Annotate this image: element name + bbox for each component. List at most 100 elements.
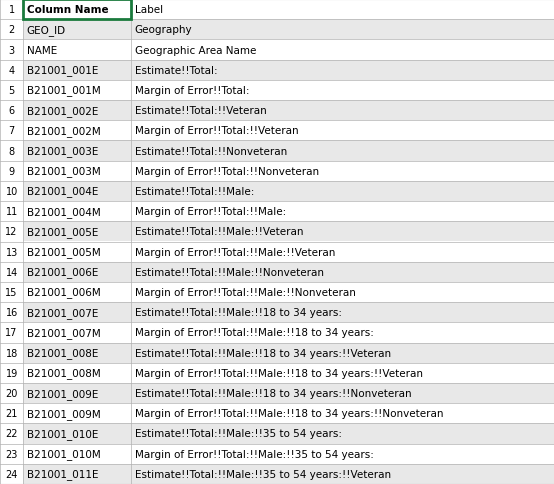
Bar	[23, 0, 131, 20]
Bar	[0, 222, 23, 242]
Bar	[131, 222, 554, 242]
Text: Label: Label	[135, 5, 163, 15]
Bar	[23, 464, 131, 484]
Text: 20: 20	[6, 388, 18, 398]
Bar	[23, 101, 131, 121]
Bar	[23, 343, 131, 363]
Bar	[131, 101, 554, 121]
Bar	[131, 60, 554, 81]
Text: Margin of Error!!Total:!!Male:!!35 to 54 years:: Margin of Error!!Total:!!Male:!!35 to 54…	[135, 449, 373, 459]
Text: Margin of Error!!Total:!!Male:!!Nonveteran: Margin of Error!!Total:!!Male:!!Nonveter…	[135, 287, 356, 297]
Text: B21001_005E: B21001_005E	[27, 227, 98, 237]
Bar	[131, 161, 554, 182]
Text: B21001_004M: B21001_004M	[27, 206, 100, 217]
Text: 16: 16	[6, 308, 18, 318]
Text: Estimate!!Total:!!Male:!!Nonveteran: Estimate!!Total:!!Male:!!Nonveteran	[135, 267, 324, 277]
Bar	[23, 403, 131, 424]
Bar	[23, 383, 131, 403]
Text: 2: 2	[8, 25, 15, 35]
Bar	[131, 40, 554, 60]
Text: 11: 11	[6, 207, 18, 217]
Text: 8: 8	[8, 146, 15, 156]
Text: 22: 22	[6, 429, 18, 439]
Bar	[23, 20, 131, 40]
Text: 3: 3	[8, 45, 15, 55]
Text: 5: 5	[8, 86, 15, 96]
Bar	[23, 282, 131, 302]
Bar	[23, 323, 131, 343]
Text: Margin of Error!!Total:: Margin of Error!!Total:	[135, 86, 249, 96]
Bar	[0, 182, 23, 202]
Bar	[131, 242, 554, 262]
Text: 12: 12	[6, 227, 18, 237]
Bar	[131, 141, 554, 161]
Text: B21001_001E: B21001_001E	[27, 65, 98, 76]
Text: Estimate!!Total:!!Male:!!18 to 34 years:!!Veteran: Estimate!!Total:!!Male:!!18 to 34 years:…	[135, 348, 391, 358]
Bar	[23, 60, 131, 81]
Text: Estimate!!Total:!!Male:!!Veteran: Estimate!!Total:!!Male:!!Veteran	[135, 227, 303, 237]
Text: 14: 14	[6, 267, 18, 277]
Text: 18: 18	[6, 348, 18, 358]
Bar	[131, 343, 554, 363]
Bar	[0, 81, 23, 101]
Bar	[0, 383, 23, 403]
Bar	[23, 302, 131, 323]
Bar	[23, 161, 131, 182]
Bar	[0, 141, 23, 161]
Bar	[0, 403, 23, 424]
Bar	[0, 464, 23, 484]
Bar	[23, 424, 131, 444]
Text: B21001_009E: B21001_009E	[27, 388, 98, 399]
Bar	[23, 141, 131, 161]
Bar	[23, 202, 131, 222]
Bar	[131, 81, 554, 101]
Text: B21001_001M: B21001_001M	[27, 85, 100, 96]
Text: Margin of Error!!Total:!!Veteran: Margin of Error!!Total:!!Veteran	[135, 126, 298, 136]
Bar	[0, 40, 23, 60]
Bar	[0, 121, 23, 141]
Bar	[23, 81, 131, 101]
Text: Margin of Error!!Total:!!Nonveteran: Margin of Error!!Total:!!Nonveteran	[135, 166, 319, 176]
Text: B21001_008M: B21001_008M	[27, 368, 100, 378]
Text: Estimate!!Total:!!Male:!!18 to 34 years:!!Nonveteran: Estimate!!Total:!!Male:!!18 to 34 years:…	[135, 388, 411, 398]
Text: 4: 4	[8, 66, 15, 76]
Text: B21001_007E: B21001_007E	[27, 307, 98, 318]
Text: 1: 1	[8, 5, 15, 15]
Bar	[23, 242, 131, 262]
Bar	[0, 60, 23, 81]
Text: B21001_006E: B21001_006E	[27, 267, 98, 278]
Text: Margin of Error!!Total:!!Male:!!18 to 34 years:: Margin of Error!!Total:!!Male:!!18 to 34…	[135, 328, 373, 338]
Bar	[131, 403, 554, 424]
Text: Geography: Geography	[135, 25, 192, 35]
Bar	[23, 262, 131, 282]
Bar	[131, 424, 554, 444]
Text: B21001_005M: B21001_005M	[27, 247, 100, 257]
Bar	[0, 302, 23, 323]
Text: B21001_007M: B21001_007M	[27, 327, 100, 338]
Text: Margin of Error!!Total:!!Male:!!Veteran: Margin of Error!!Total:!!Male:!!Veteran	[135, 247, 335, 257]
Bar	[0, 101, 23, 121]
Text: B21001_006M: B21001_006M	[27, 287, 100, 298]
Text: 24: 24	[6, 469, 18, 479]
Bar	[131, 444, 554, 464]
Text: Column Name: Column Name	[27, 5, 108, 15]
Text: B21001_010M: B21001_010M	[27, 448, 100, 459]
Bar	[0, 343, 23, 363]
Text: B21001_009M: B21001_009M	[27, 408, 100, 419]
Text: NAME: NAME	[27, 45, 57, 55]
Text: 19: 19	[6, 368, 18, 378]
Bar	[131, 282, 554, 302]
Bar	[0, 20, 23, 40]
Text: Margin of Error!!Total:!!Male:!!18 to 34 years:!!Veteran: Margin of Error!!Total:!!Male:!!18 to 34…	[135, 368, 423, 378]
Bar	[0, 323, 23, 343]
Bar	[0, 363, 23, 383]
Text: Estimate!!Total:!!Nonveteran: Estimate!!Total:!!Nonveteran	[135, 146, 287, 156]
Text: 9: 9	[8, 166, 15, 176]
Bar	[0, 161, 23, 182]
Bar	[23, 222, 131, 242]
Bar	[23, 444, 131, 464]
Text: Estimate!!Total:!!Male:!!18 to 34 years:: Estimate!!Total:!!Male:!!18 to 34 years:	[135, 308, 342, 318]
Bar	[131, 121, 554, 141]
Text: 15: 15	[6, 287, 18, 297]
Bar	[0, 202, 23, 222]
